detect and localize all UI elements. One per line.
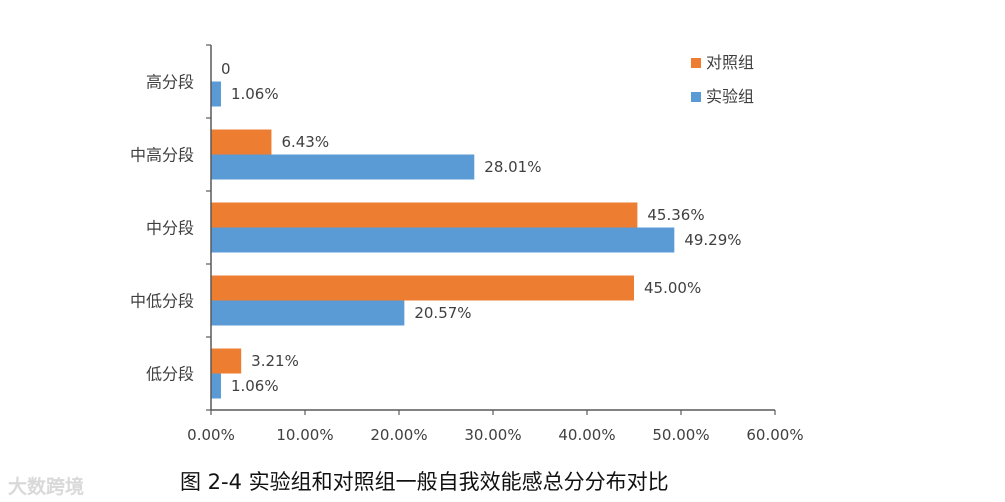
x-tick-label: 50.00% xyxy=(652,426,709,444)
control-bar xyxy=(211,348,242,374)
legend-swatch xyxy=(691,92,701,102)
experiment-data-label: 49.29% xyxy=(684,231,741,249)
category-label: 中分段 xyxy=(146,219,194,238)
control-bar xyxy=(211,275,634,301)
x-tick-label: 40.00% xyxy=(558,426,615,444)
x-tick-label: 10.00% xyxy=(276,426,333,444)
x-tick-label: 60.00% xyxy=(746,426,803,444)
experiment-bar xyxy=(211,373,221,399)
category-label: 中低分段 xyxy=(130,292,194,311)
legend-label: 对照组 xyxy=(706,53,754,72)
control-bar xyxy=(211,202,638,228)
control-data-label: 45.00% xyxy=(644,279,701,297)
experiment-bar xyxy=(211,154,475,180)
experiment-data-label: 1.06% xyxy=(231,85,279,103)
x-tick-label: 30.00% xyxy=(464,426,521,444)
control-bar xyxy=(211,129,272,155)
control-data-label: 6.43% xyxy=(281,133,329,151)
x-tick-label: 20.00% xyxy=(370,426,427,444)
experiment-bar xyxy=(211,227,675,253)
control-data-label: 3.21% xyxy=(251,352,299,370)
category-label: 低分段 xyxy=(146,365,194,384)
category-label: 高分段 xyxy=(146,73,194,92)
watermark-logo: 大数跨境 xyxy=(8,476,85,498)
category-label: 中高分段 xyxy=(130,146,194,165)
legend-label: 实验组 xyxy=(706,87,754,106)
control-data-label: 0 xyxy=(221,60,231,78)
experiment-data-label: 28.01% xyxy=(484,158,541,176)
experiment-data-label: 1.06% xyxy=(231,377,279,395)
experiment-data-label: 20.57% xyxy=(414,304,471,322)
figure-caption: 图 2-4 实验组和对照组一般自我效能感总分分布对比 xyxy=(180,470,669,494)
experiment-bar xyxy=(211,81,221,107)
legend-swatch xyxy=(691,58,701,68)
x-tick-label: 0.00% xyxy=(187,426,235,444)
experiment-bar xyxy=(211,300,405,326)
control-data-label: 45.36% xyxy=(647,206,704,224)
